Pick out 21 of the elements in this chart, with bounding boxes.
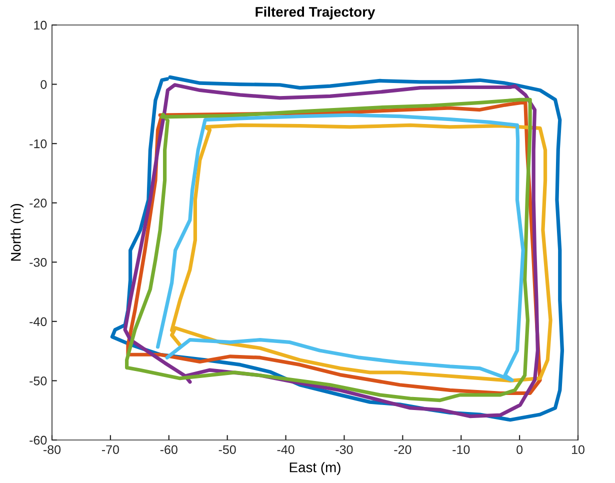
x-tick-label: -60 <box>160 445 178 454</box>
y-tick-label: -30 <box>30 258 47 267</box>
x-tick-label: -20 <box>394 445 412 454</box>
y-tick-label: -10 <box>30 139 47 148</box>
x-tick-label: 0 <box>516 445 523 454</box>
y-axis-title: North (m) <box>10 204 24 261</box>
x-tick-label: -80 <box>44 445 61 454</box>
x-tick-label: -40 <box>277 445 294 454</box>
chart-title: Filtered Trajectory <box>256 6 376 20</box>
x-tick-label: -10 <box>452 445 470 454</box>
x-tick-label: -30 <box>336 445 353 454</box>
y-tick-label: -40 <box>30 317 47 326</box>
y-tick-label: 10 <box>34 20 47 30</box>
y-tick-label: -20 <box>30 198 47 208</box>
x-tick-label: -50 <box>218 445 236 454</box>
y-tick-label: -50 <box>30 376 47 386</box>
x-tick-label: -70 <box>102 445 119 454</box>
x-tick-label: 10 <box>572 445 584 454</box>
x-axis-title: East (m) <box>290 462 340 476</box>
y-tick-label: 0 <box>40 80 47 89</box>
y-tick-label: -60 <box>30 436 47 445</box>
